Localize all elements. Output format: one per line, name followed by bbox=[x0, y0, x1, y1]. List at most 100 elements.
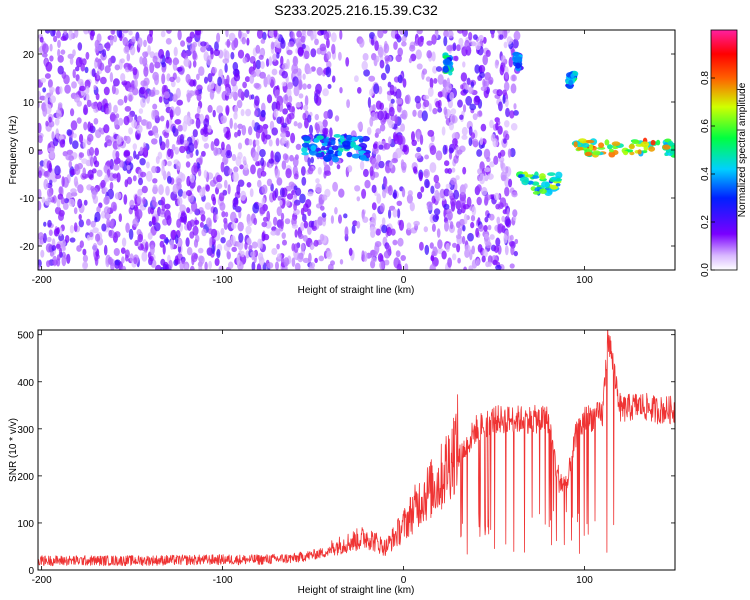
heatmap-cell bbox=[307, 67, 313, 74]
heatmap-cell bbox=[107, 57, 113, 67]
heatmap-cell bbox=[60, 197, 65, 205]
heatmap-cell bbox=[86, 99, 92, 108]
heatmap-cell bbox=[334, 207, 338, 215]
heatmap-cell bbox=[258, 49, 265, 56]
heatmap-cell bbox=[48, 147, 55, 153]
heatmap-cell bbox=[248, 244, 253, 252]
heatmap-cell bbox=[361, 135, 370, 142]
heatmap-cell bbox=[375, 128, 382, 135]
heatmap-cell bbox=[192, 60, 197, 68]
heatmap-cell bbox=[172, 57, 179, 66]
heatmap-cell bbox=[237, 88, 243, 98]
heatmap-cell bbox=[270, 230, 277, 236]
heatmap-cell bbox=[493, 192, 500, 201]
heatmap-cell bbox=[301, 146, 308, 153]
heatmap-cell bbox=[261, 231, 266, 242]
heatmap-cell bbox=[443, 203, 450, 210]
heatmap-cell bbox=[277, 253, 282, 260]
heatmap-cell bbox=[375, 55, 380, 63]
heatmap-cell bbox=[390, 228, 396, 236]
heatmap-cell bbox=[234, 104, 238, 116]
heatmap-cell bbox=[161, 62, 167, 68]
heatmap-cell bbox=[510, 74, 517, 82]
heatmap-cell bbox=[281, 232, 286, 240]
heatmap-cell bbox=[489, 161, 495, 168]
heatmap-cell bbox=[459, 218, 466, 226]
heatmap-cell bbox=[387, 81, 392, 88]
heatmap-cell bbox=[253, 60, 257, 71]
heatmap-cell bbox=[216, 174, 223, 183]
heatmap-cell bbox=[437, 106, 443, 113]
heatmap-cell bbox=[154, 132, 159, 139]
heatmap-cell bbox=[83, 104, 88, 115]
heatmap-cell bbox=[159, 234, 167, 240]
heatmap-cell bbox=[307, 167, 314, 175]
heatmap-cell bbox=[457, 208, 462, 215]
heatmap-cell bbox=[149, 30, 153, 37]
heatmap-cell bbox=[216, 32, 221, 43]
heatmap-cell bbox=[139, 158, 146, 166]
heatmap-cell bbox=[241, 37, 247, 45]
heatmap-cell bbox=[189, 173, 195, 183]
heatmap-cell bbox=[94, 255, 99, 266]
heatmap-cell bbox=[456, 44, 461, 52]
heatmap-cell bbox=[310, 145, 317, 152]
heatmap-cell bbox=[371, 184, 377, 194]
heatmap-cell bbox=[351, 153, 361, 159]
heatmap-cell bbox=[152, 103, 158, 110]
heatmap-cell bbox=[42, 43, 49, 54]
heatmap-cell bbox=[512, 209, 518, 218]
heatmap-cell bbox=[264, 134, 272, 140]
heatmap-cell bbox=[41, 196, 46, 204]
heatmap-cell bbox=[331, 156, 340, 163]
heatmap-cell bbox=[38, 170, 42, 179]
heatmap-cell bbox=[378, 160, 385, 169]
heatmap-cell bbox=[423, 99, 430, 108]
heatmap-cell bbox=[369, 88, 374, 97]
heatmap-cell bbox=[199, 188, 206, 198]
heatmap-cell bbox=[483, 225, 488, 232]
heatmap-cell bbox=[82, 254, 88, 263]
heatmap-cell bbox=[296, 30, 302, 38]
heatmap-cell bbox=[379, 123, 386, 132]
heatmap-cell bbox=[38, 135, 43, 144]
heatmap-cell bbox=[161, 201, 166, 212]
heatmap-cell bbox=[149, 51, 155, 59]
heatmap-cell bbox=[194, 219, 200, 225]
heatmap-cell bbox=[167, 148, 172, 158]
heatmap-cell bbox=[359, 154, 367, 161]
heatmap-cell bbox=[352, 220, 358, 227]
heatmap-cell bbox=[49, 55, 54, 62]
heatmap-cell bbox=[491, 32, 495, 39]
heatmap-cell bbox=[669, 147, 675, 155]
heatmap-cell bbox=[251, 241, 258, 249]
heatmap-cell bbox=[310, 32, 314, 41]
heatmap-cell bbox=[629, 151, 635, 156]
heatmap-cell bbox=[489, 234, 495, 240]
heatmap-cell bbox=[221, 211, 226, 218]
heatmap-cell bbox=[61, 239, 66, 247]
heatmap-cell bbox=[154, 89, 160, 96]
heatmap-cell bbox=[235, 156, 242, 167]
heatmap-cell bbox=[124, 179, 129, 188]
heatmap-cell bbox=[238, 30, 242, 39]
heatmap-cell bbox=[79, 133, 84, 143]
heatmap-cell bbox=[146, 121, 152, 130]
heatmap-cell bbox=[416, 30, 423, 35]
heatmap-cell bbox=[487, 255, 493, 264]
heatmap-cell bbox=[229, 117, 233, 129]
heatmap-cell bbox=[95, 57, 99, 63]
heatmap-cell bbox=[64, 84, 71, 94]
heatmap-cell bbox=[457, 257, 461, 264]
heatmap-cell bbox=[213, 49, 220, 57]
heatmap-cell bbox=[236, 254, 240, 266]
heatmap-cell bbox=[266, 74, 272, 85]
heatmap-cell bbox=[510, 123, 518, 131]
heatmap-cell bbox=[315, 183, 322, 194]
heatmap-cell bbox=[127, 87, 134, 93]
heatmap-cell bbox=[276, 177, 283, 186]
heatmap-cell bbox=[114, 117, 119, 129]
heatmap-cell bbox=[301, 142, 310, 148]
heatmap-cell bbox=[371, 257, 377, 263]
heatmap-cell bbox=[52, 137, 59, 147]
